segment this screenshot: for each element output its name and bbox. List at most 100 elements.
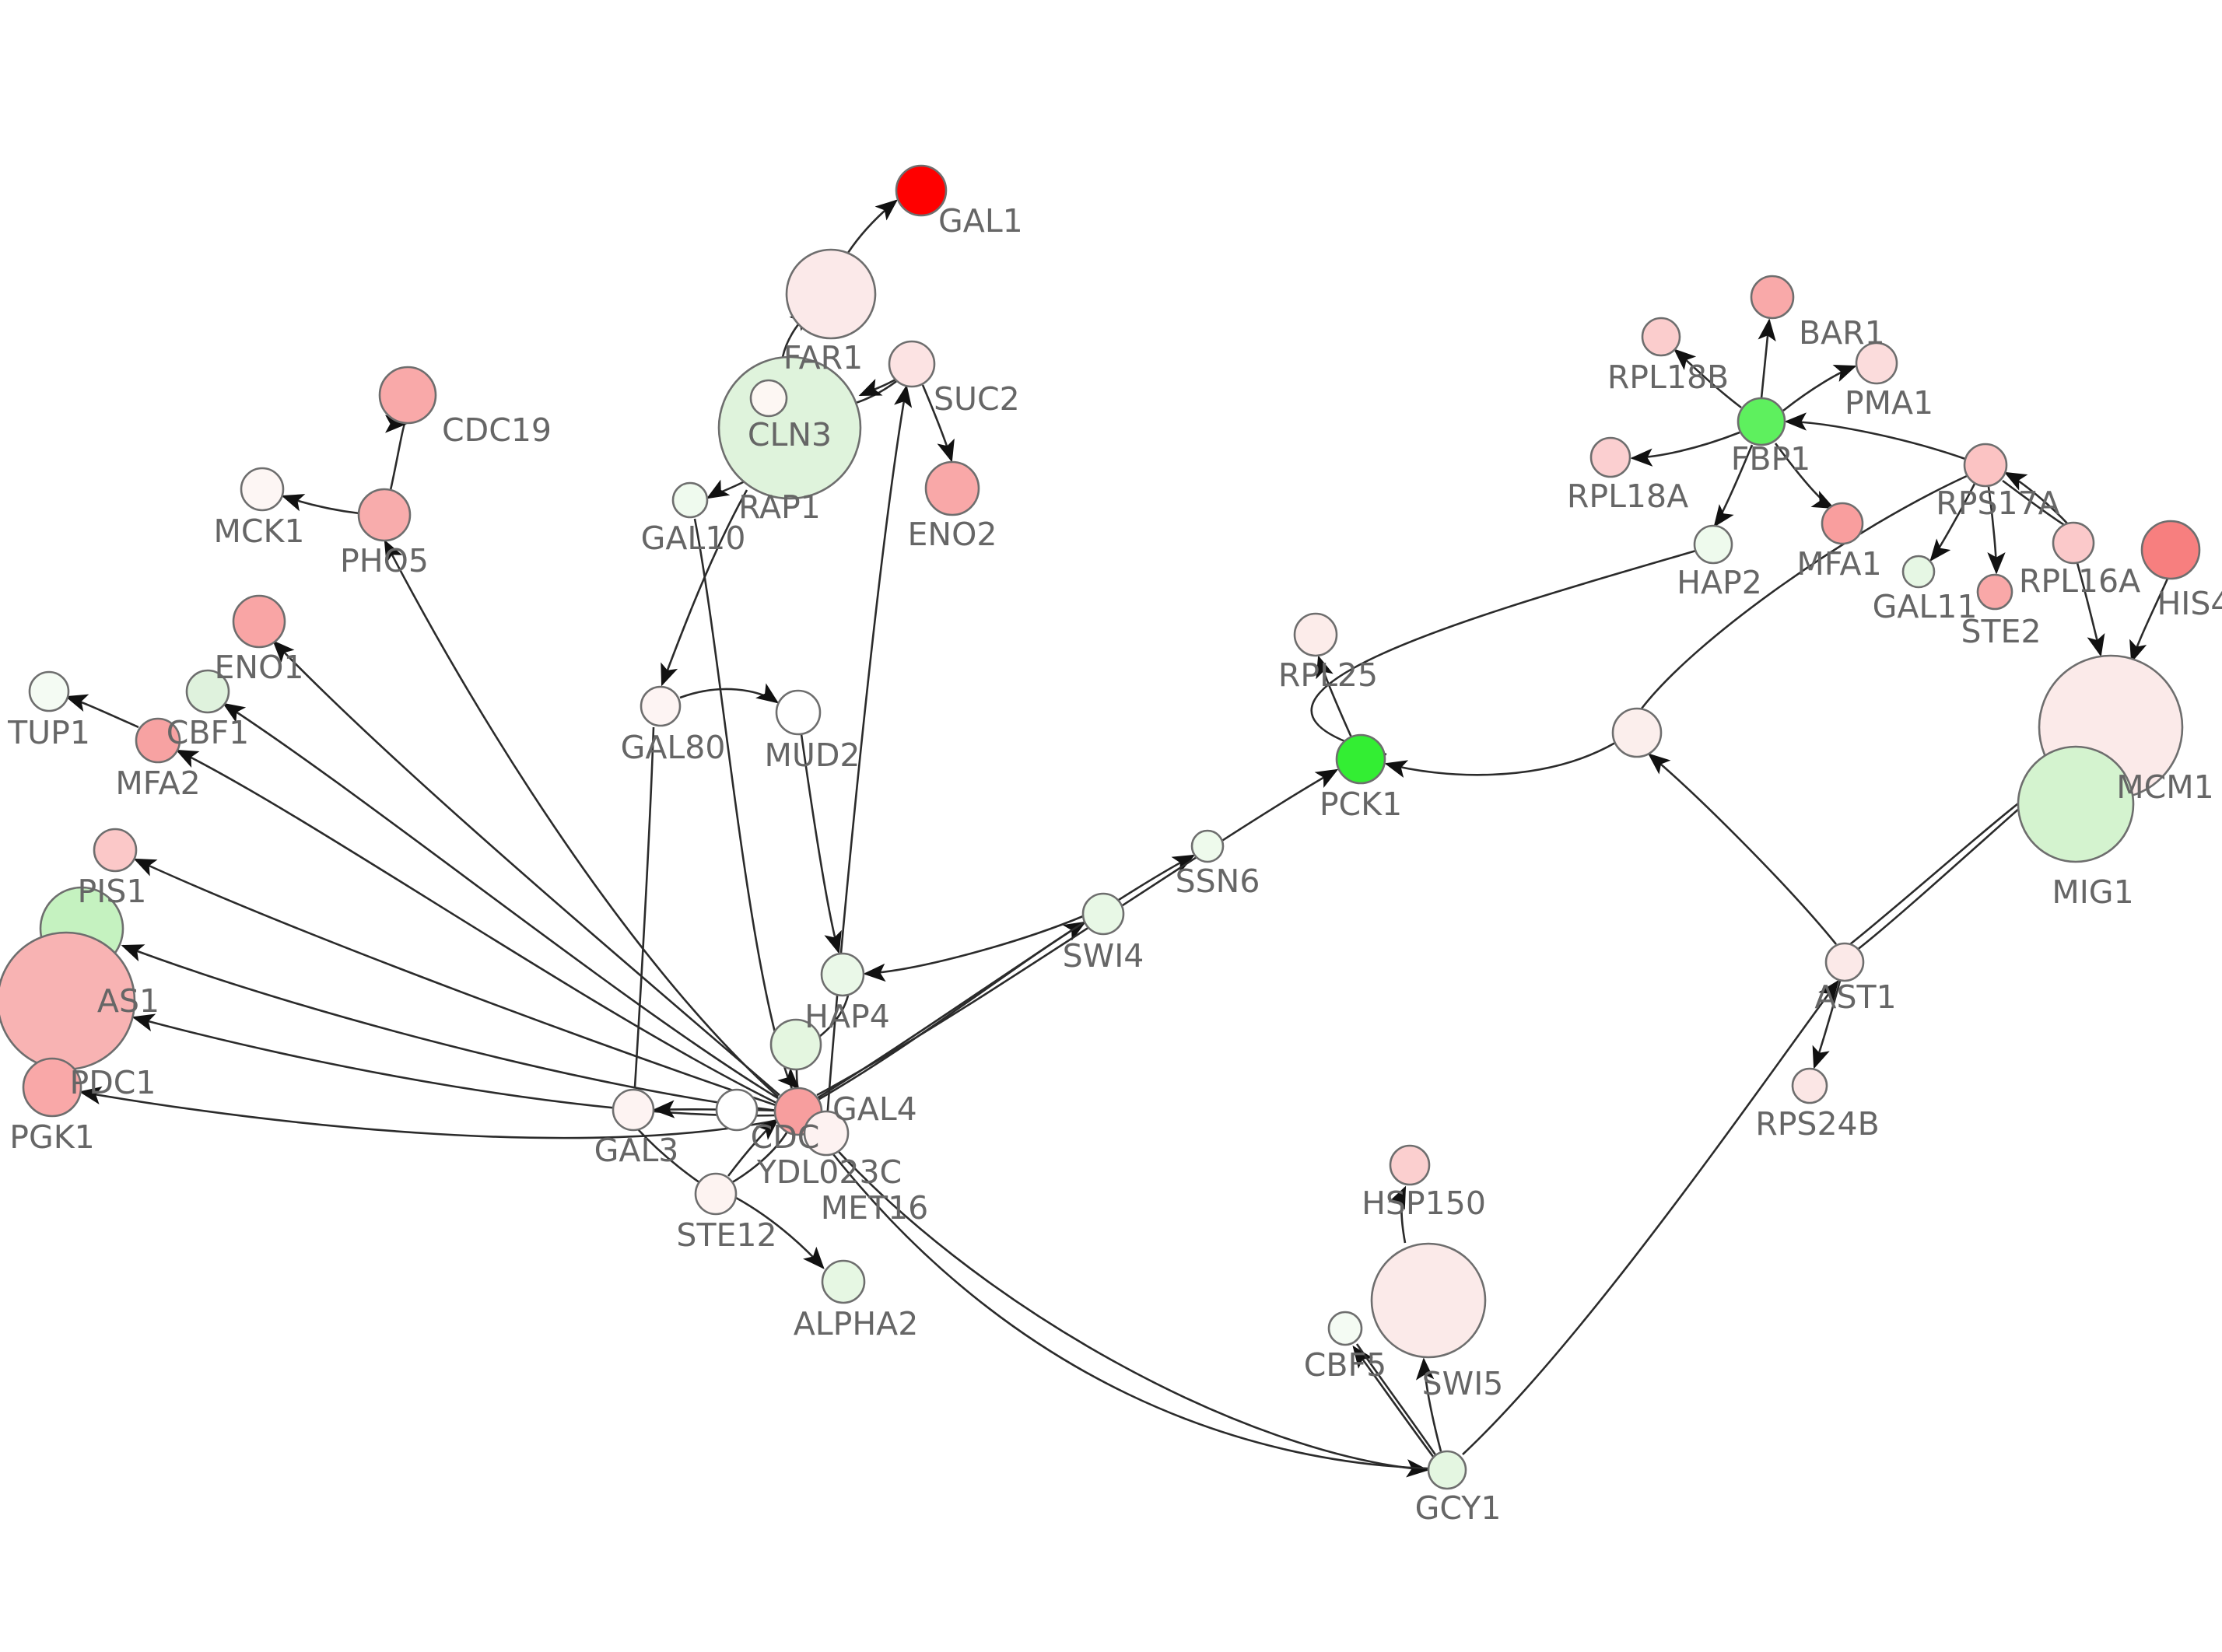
node-pgk1[interactable] [22,1057,82,1118]
node-rps24b[interactable] [1791,1067,1828,1104]
node-ssn6[interactable] [1190,829,1225,863]
node-pho5[interactable] [357,488,412,542]
edge-GAL4HUB-to-PIS1[interactable] [133,858,779,1108]
edge-GAL4HUB-to-PCK1[interactable] [816,768,1339,1097]
edge-FAR1-to-GAL1[interactable] [846,199,899,254]
edge-RPS17A-to-GAL11[interactable] [1929,483,1976,562]
edge-HAP2-to-LEFTLONG[interactable] [1310,549,1697,756]
node-rpl18b[interactable] [1641,317,1681,357]
node-cbf1[interactable] [185,669,230,714]
edge-SWI4-to-HAP4[interactable] [863,915,1084,982]
node-gcy1[interactable] [1427,1450,1467,1490]
edge-RPS17A-to-FBP1[interactable] [1784,412,1966,460]
node-swi4[interactable] [1081,892,1125,936]
node-fbp1[interactable] [1737,397,1786,446]
edge-MFA2-to-TUP1[interactable] [65,694,139,729]
node-cdc19[interactable] [378,366,437,425]
node-ste2[interactable] [1976,573,2013,611]
edge-GAL80-to-GAL3[interactable] [633,726,655,1088]
node-eno2[interactable] [924,460,980,516]
node-swi5[interactable] [1370,1242,1487,1359]
edge-RAP1-to-SUC2[interactable] [823,384,913,1152]
edge-GCY1-to-CBF5[interactable] [1352,1345,1435,1458]
node-alpha2[interactable] [821,1259,866,1304]
node-pck1[interactable] [1335,733,1386,785]
edge-MUD2-to-HAP4[interactable] [800,733,842,954]
node-hsp150[interactable] [1389,1144,1431,1186]
edge-HIS4-to-MCM1[interactable] [2129,578,2169,663]
edge-FBP1-to-BAR1[interactable] [1758,318,1776,399]
node-hap4[interactable] [820,952,865,997]
node-gal10[interactable] [671,481,709,519]
edge-FBP1-to-RPL18A[interactable] [1630,431,1740,467]
edge-PHO5-to-CDC19[interactable] [384,415,408,491]
node-mfa2[interactable] [135,717,181,764]
edge-PHO5-to-MCK1[interactable] [281,494,360,515]
edge-RPL16A-to-MCM1[interactable] [2076,562,2105,657]
node-suc2[interactable] [888,340,936,388]
edge-CBF5-to-GCY1[interactable] [1355,1343,1438,1457]
node-mck1[interactable] [240,467,285,512]
edge-UNLAB1-to-PCK1[interactable] [1384,741,1616,778]
node-hubgreen[interactable] [769,1018,822,1071]
edge-CLN3-to-GAL80[interactable] [661,489,748,687]
edge-FBP1-to-MFA1[interactable] [1774,443,1835,509]
node-ste12[interactable] [694,1172,738,1216]
node-bar1[interactable] [1750,275,1795,320]
edge-GCY1-to-LEFT[interactable] [823,1143,1429,1470]
node-eno1[interactable] [232,594,286,649]
edge-GAL4HUB-to-PHO5[interactable] [384,539,779,1097]
edge-GAL4HUB-to-CBF1[interactable] [222,702,779,1100]
node-unlab1[interactable] [1611,707,1663,758]
edge-PCK1-to-RPL25[interactable] [1316,655,1353,738]
edge-GAL4HUB-to-STE12[interactable] [729,1131,789,1185]
node-rpl16a[interactable] [2052,521,2095,565]
edge-FBP1-to-RPL18B[interactable] [1674,348,1742,409]
edge-UNLAB1-to-RPS17A[interactable] [1640,474,1968,709]
node-cbf5[interactable] [1327,1311,1363,1346]
edge-SUC2-to-ENO2[interactable] [921,384,955,463]
node-rpl25[interactable] [1293,612,1338,657]
edge-GAL4HUB-to-ENO1[interactable] [272,640,780,1096]
node-tup1[interactable] [28,670,70,712]
node-pis1[interactable] [93,828,138,873]
edge-GAL4HUB-to-PGK1[interactable] [79,1086,779,1139]
node-ydl023c[interactable] [803,1110,850,1157]
node-rps17a[interactable] [1963,443,2008,488]
edge-FBP1-to-HAP2[interactable] [1713,444,1754,528]
node-mud2[interactable] [775,689,822,736]
edge-AST1-to-UNLAB1[interactable] [1648,753,1838,945]
edge-FBP1-to-PMA1[interactable] [1782,365,1857,412]
edge-GCY1-to-AST1[interactable] [1462,979,1839,1455]
node-rap1[interactable] [749,379,788,418]
edge-GAL4HUB-to-GAL3[interactable] [652,1100,777,1118]
node-rpl18a[interactable] [1589,436,1631,478]
edge-GAL10-to-CLN3[interactable] [693,518,794,1090]
node-gal80[interactable] [640,685,682,727]
edge-CLN3-to-GAL10[interactable] [706,479,745,499]
node-gal3[interactable] [612,1088,655,1132]
node-hap2[interactable] [1693,524,1733,565]
edge-GAL4HUB-to-PDC1[interactable] [131,1013,779,1117]
edge-SWI5-to-HSP150[interactable] [1388,1185,1407,1244]
edge-GCY1-to-SWI5[interactable] [1415,1357,1442,1452]
node-his4[interactable] [2140,520,2201,580]
node-mig1[interactable] [2017,745,2135,863]
edge-RPL16A-to-RPS17A[interactable] [2003,471,2070,527]
node-mfa1[interactable] [1821,502,1864,545]
edge-GAL4HUB-to-MFA2[interactable] [175,749,777,1104]
edge-GAL80-to-MUD2[interactable] [679,683,780,704]
node-cdc[interactable] [715,1088,759,1132]
node-pma1[interactable] [1855,341,1898,385]
edge-STE12-to-ALPHA2[interactable] [735,1196,825,1269]
node-gal11[interactable] [1901,555,1936,589]
edge-HUBGREEN-to-GAL4HUB[interactable] [777,1067,800,1090]
node-far1[interactable] [785,248,877,340]
node-gal1[interactable] [895,164,948,217]
edge-STE12-to-GAL4HUB[interactable] [727,1118,779,1177]
node-label-gal3: GAL3 [594,1132,679,1169]
node-ast1[interactable] [1824,942,1865,982]
edge-GAL4HUB-to-AS1[interactable] [121,944,779,1112]
edge-GAL4HUB-to-GCY1[interactable] [818,1129,1429,1478]
edge-RPS17A-to-STE2[interactable] [1987,486,2006,575]
